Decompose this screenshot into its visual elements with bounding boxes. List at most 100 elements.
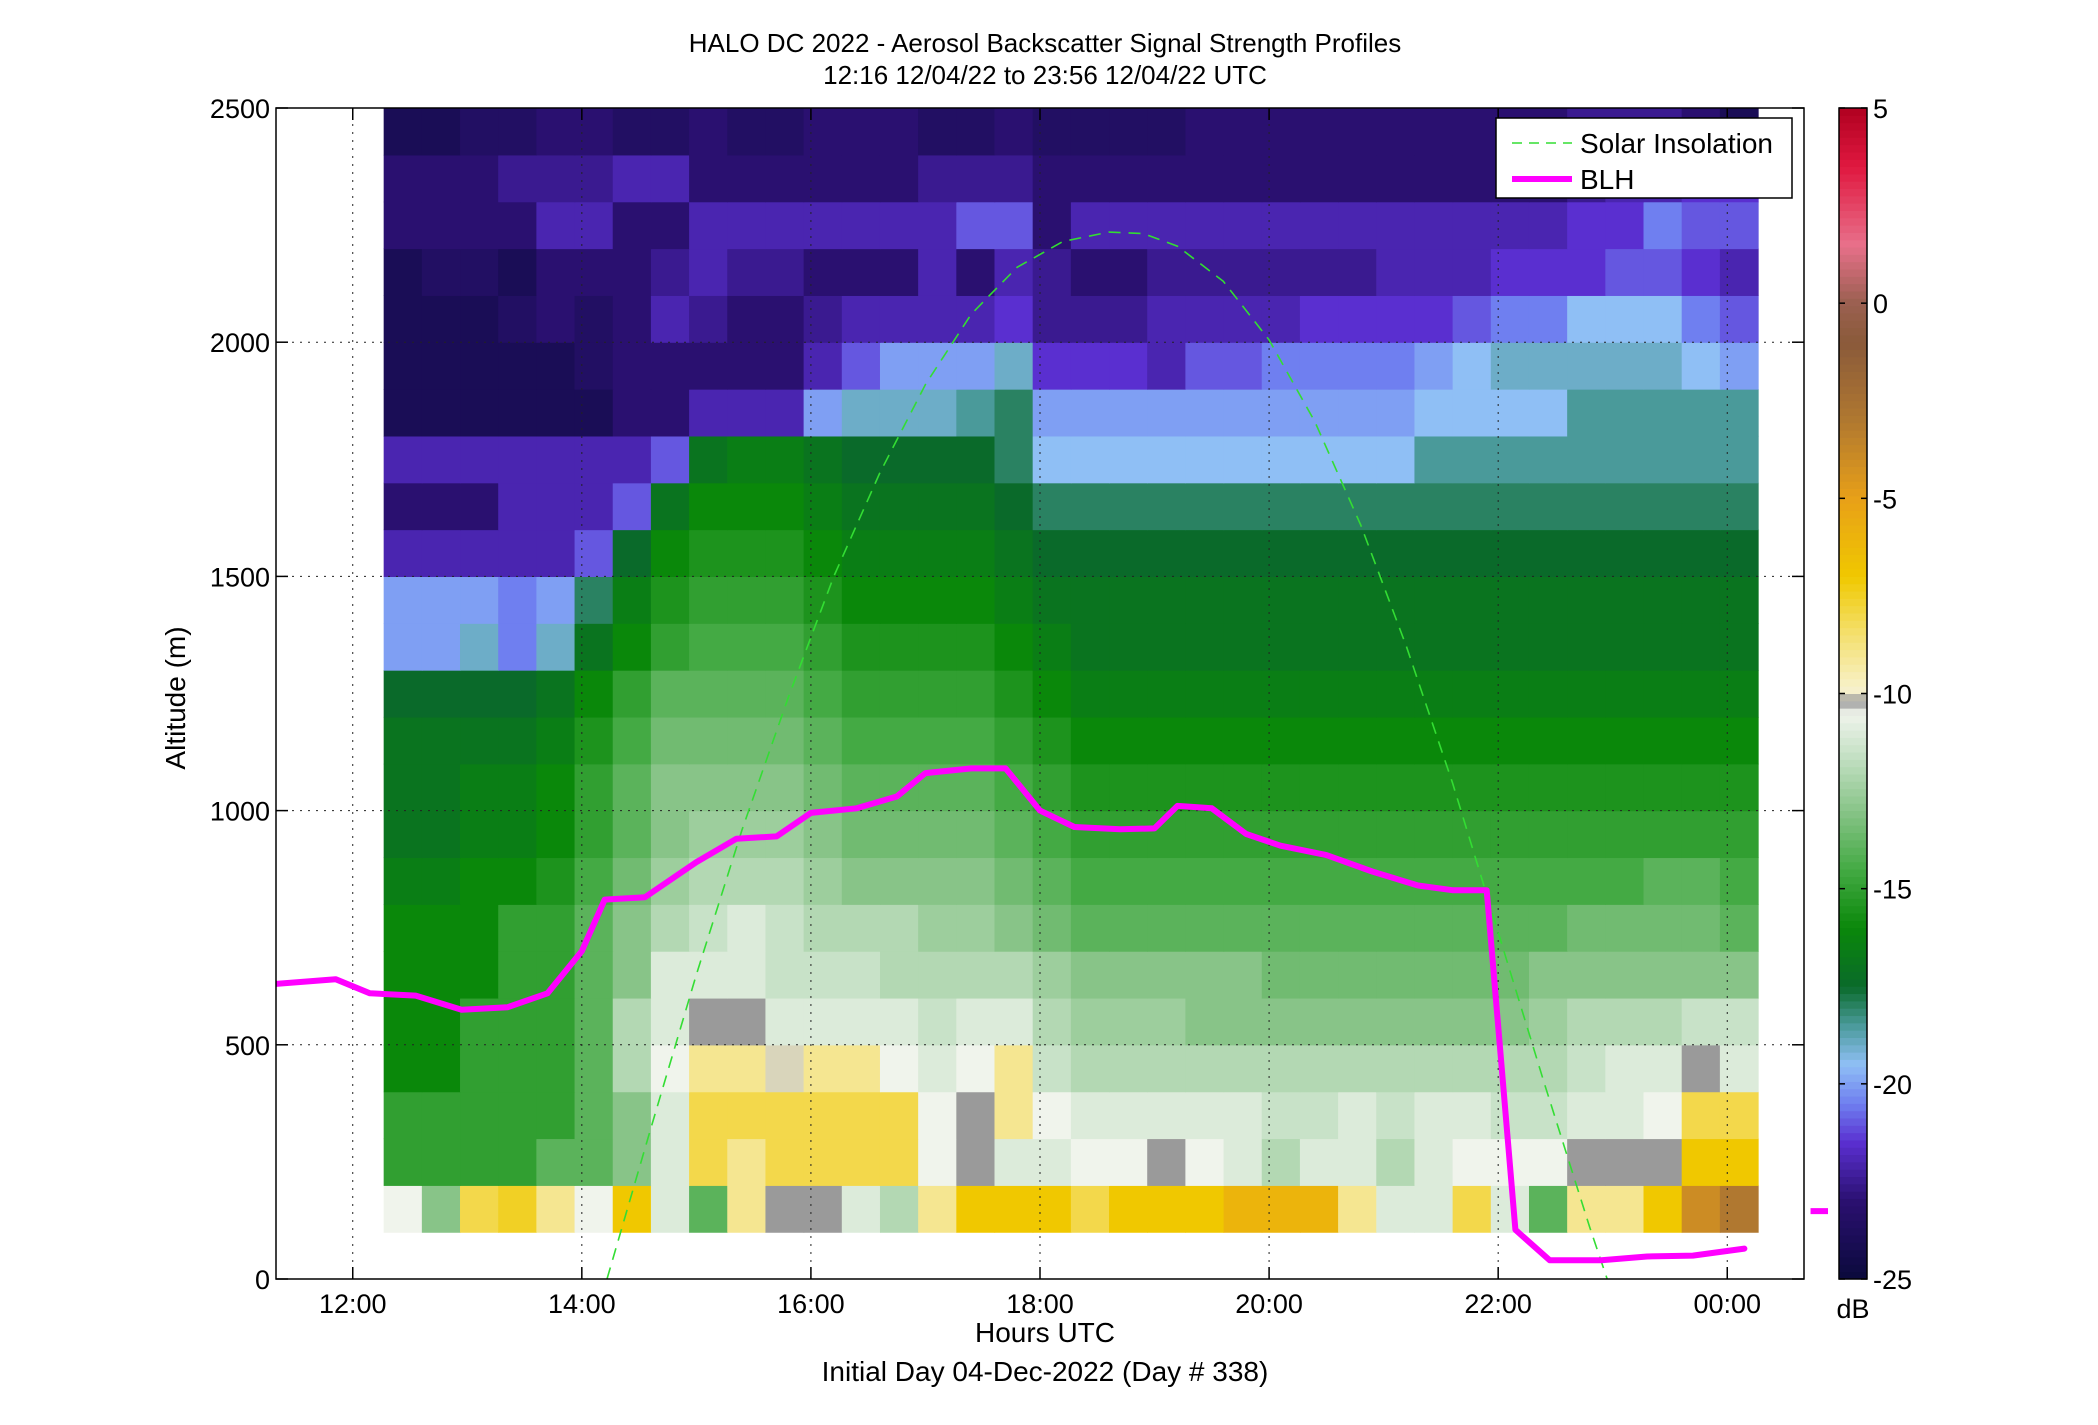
colorbar-band: [1839, 400, 1867, 409]
heatmap-cell: [1376, 670, 1416, 718]
heatmap-cell: [1529, 14, 1568, 61]
heatmap-cell: [1070, 810, 1110, 859]
heatmap-cell: [1376, 1185, 1416, 1233]
heatmap-cell: [1223, 670, 1263, 718]
heatmap-cell: [421, 201, 461, 250]
colorbar-band: [1839, 210, 1867, 219]
colorbar-band: [1839, 1264, 1867, 1273]
heatmap-cell: [841, 154, 881, 203]
colorbar-band: [1839, 525, 1867, 533]
heatmap-cell: [1032, 482, 1072, 531]
heatmap-cell: [879, 201, 919, 250]
colorbar-band: [1839, 386, 1867, 394]
heatmap-cell: [1338, 1091, 1377, 1140]
heatmap-cell: [650, 716, 690, 765]
heatmap-cell: [612, 295, 652, 343]
heatmap-cell: [956, 716, 996, 765]
heatmap-cell: [1262, 0, 1301, 15]
colorbar-band: [1839, 986, 1867, 995]
colorbar-band: [1839, 188, 1867, 197]
heatmap-cell: [1147, 154, 1186, 203]
heatmap-cell: [1452, 1138, 1492, 1186]
colorbar-band: [1839, 971, 1867, 980]
colorbar-band: [1839, 913, 1867, 921]
heatmap-cell: [689, 623, 728, 671]
colorbar-band: [1839, 569, 1867, 577]
colorbar-band: [1839, 781, 1867, 790]
heatmap-cell: [1414, 1185, 1454, 1233]
heatmap-cell: [765, 997, 805, 1046]
heatmap-cell: [803, 670, 843, 718]
heatmap-cell: [765, 248, 805, 296]
heatmap-cell: [956, 389, 996, 437]
heatmap-cell: [994, 201, 1034, 250]
heatmap-cell: [383, 670, 423, 718]
heatmap-cell: [460, 342, 499, 390]
heatmap-cell: [1682, 0, 1721, 15]
heatmap-cell: [650, 108, 690, 109]
colorbar-band: [1839, 583, 1867, 592]
colorbar-band: [1839, 1220, 1867, 1229]
heatmap-cell: [498, 342, 537, 390]
heatmap-cell: [1605, 904, 1645, 952]
heatmap-cell: [1261, 904, 1301, 952]
heatmap-cell: [803, 435, 843, 484]
heatmap-cell: [383, 108, 423, 109]
heatmap-cell: [574, 248, 614, 296]
colorbar-band: [1839, 137, 1867, 146]
heatmap-cell: [1109, 342, 1148, 390]
heatmap-cell: [1032, 951, 1072, 999]
colorbar-band: [1839, 1125, 1867, 1134]
heatmap-cell: [727, 529, 767, 577]
heatmap-cell: [1719, 1091, 1759, 1140]
heatmap-cell: [1681, 763, 1721, 812]
heatmap-cell: [689, 435, 728, 484]
heatmap-cell: [1185, 295, 1225, 343]
heatmap-cell: [574, 623, 614, 671]
heatmap-cell: [994, 951, 1034, 999]
colorbar-band: [1839, 554, 1867, 563]
heatmap-cell: [765, 342, 805, 390]
heatmap-cell: [650, 810, 690, 859]
colorbar-band: [1839, 576, 1867, 585]
heatmap-cell: [1490, 623, 1530, 671]
heatmap-cell: [1299, 670, 1339, 718]
heatmap-cell: [841, 529, 881, 577]
heatmap-cell: [956, 670, 996, 718]
colorbar-band: [1839, 247, 1867, 255]
heatmap-cell: [727, 248, 767, 296]
heatmap-cell: [841, 435, 881, 484]
heatmap-cell: [421, 904, 461, 952]
heatmap-cell: [1605, 529, 1645, 577]
colorbar-band: [1839, 254, 1867, 263]
heatmap-cell: [1452, 623, 1492, 671]
heatmap-cell: [1414, 1091, 1454, 1140]
heatmap-cell: [1338, 248, 1377, 296]
heatmap-cell: [1681, 295, 1721, 343]
heatmap-cell: [765, 1138, 805, 1186]
colorbar-band: [1839, 598, 1867, 607]
heatmap-cell: [1185, 1138, 1225, 1186]
colorbar-band: [1839, 408, 1867, 416]
heatmap-cell: [421, 482, 461, 531]
heatmap-cell: [1185, 201, 1225, 250]
heatmap-cell: [1643, 342, 1683, 390]
heatmap-cell: [727, 0, 766, 15]
colorbar-band: [1839, 225, 1867, 233]
heatmap-cell: [612, 904, 652, 952]
heatmap-cell: [574, 670, 614, 718]
heatmap-cell: [536, 389, 576, 437]
heatmap-cell: [1299, 997, 1339, 1046]
heatmap-cell: [536, 857, 576, 905]
heatmap-cell: [1147, 997, 1186, 1046]
heatmap-cell: [498, 1091, 537, 1140]
heatmap-cell: [879, 904, 919, 952]
heatmap-cell: [498, 435, 537, 484]
heatmap-cell: [1491, 14, 1530, 61]
heatmap-cell: [1032, 295, 1072, 343]
colorbar-band: [1839, 1088, 1867, 1097]
heatmap-cell: [1414, 108, 1454, 109]
heatmap-cell: [956, 108, 996, 156]
heatmap-cell: [1644, 14, 1683, 61]
heatmap-cell: [422, 0, 461, 15]
